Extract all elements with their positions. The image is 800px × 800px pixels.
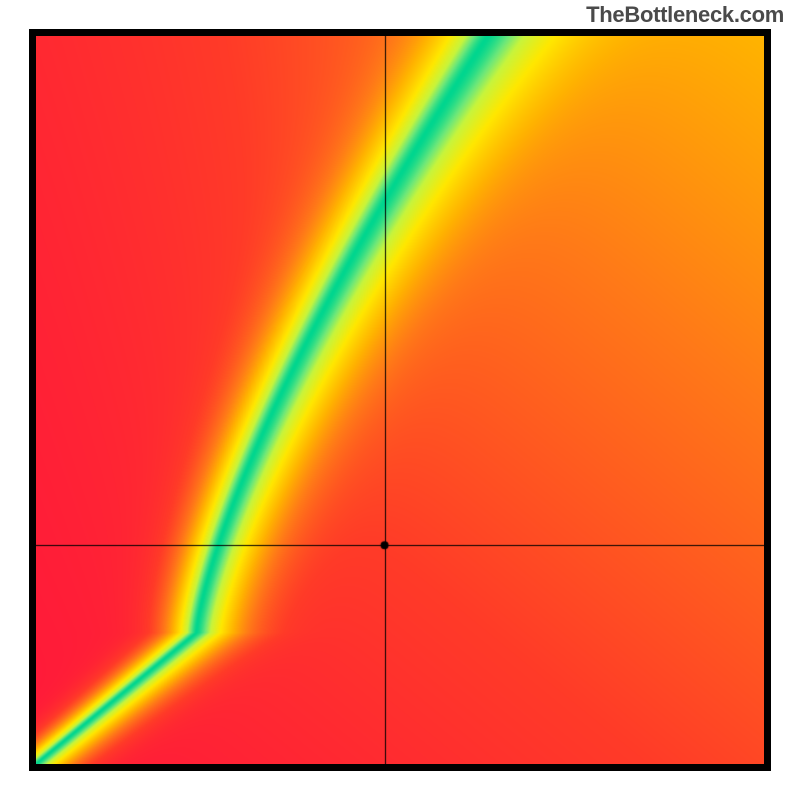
wrapper: TheBottleneck.com bbox=[0, 0, 800, 800]
bottleneck-heatmap bbox=[36, 36, 764, 764]
watermark-text: TheBottleneck.com bbox=[586, 2, 784, 28]
chart-frame bbox=[29, 29, 771, 771]
